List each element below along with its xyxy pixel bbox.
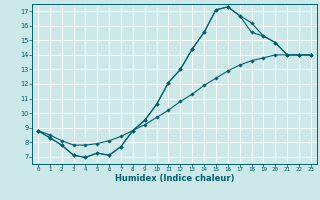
- X-axis label: Humidex (Indice chaleur): Humidex (Indice chaleur): [115, 174, 234, 183]
